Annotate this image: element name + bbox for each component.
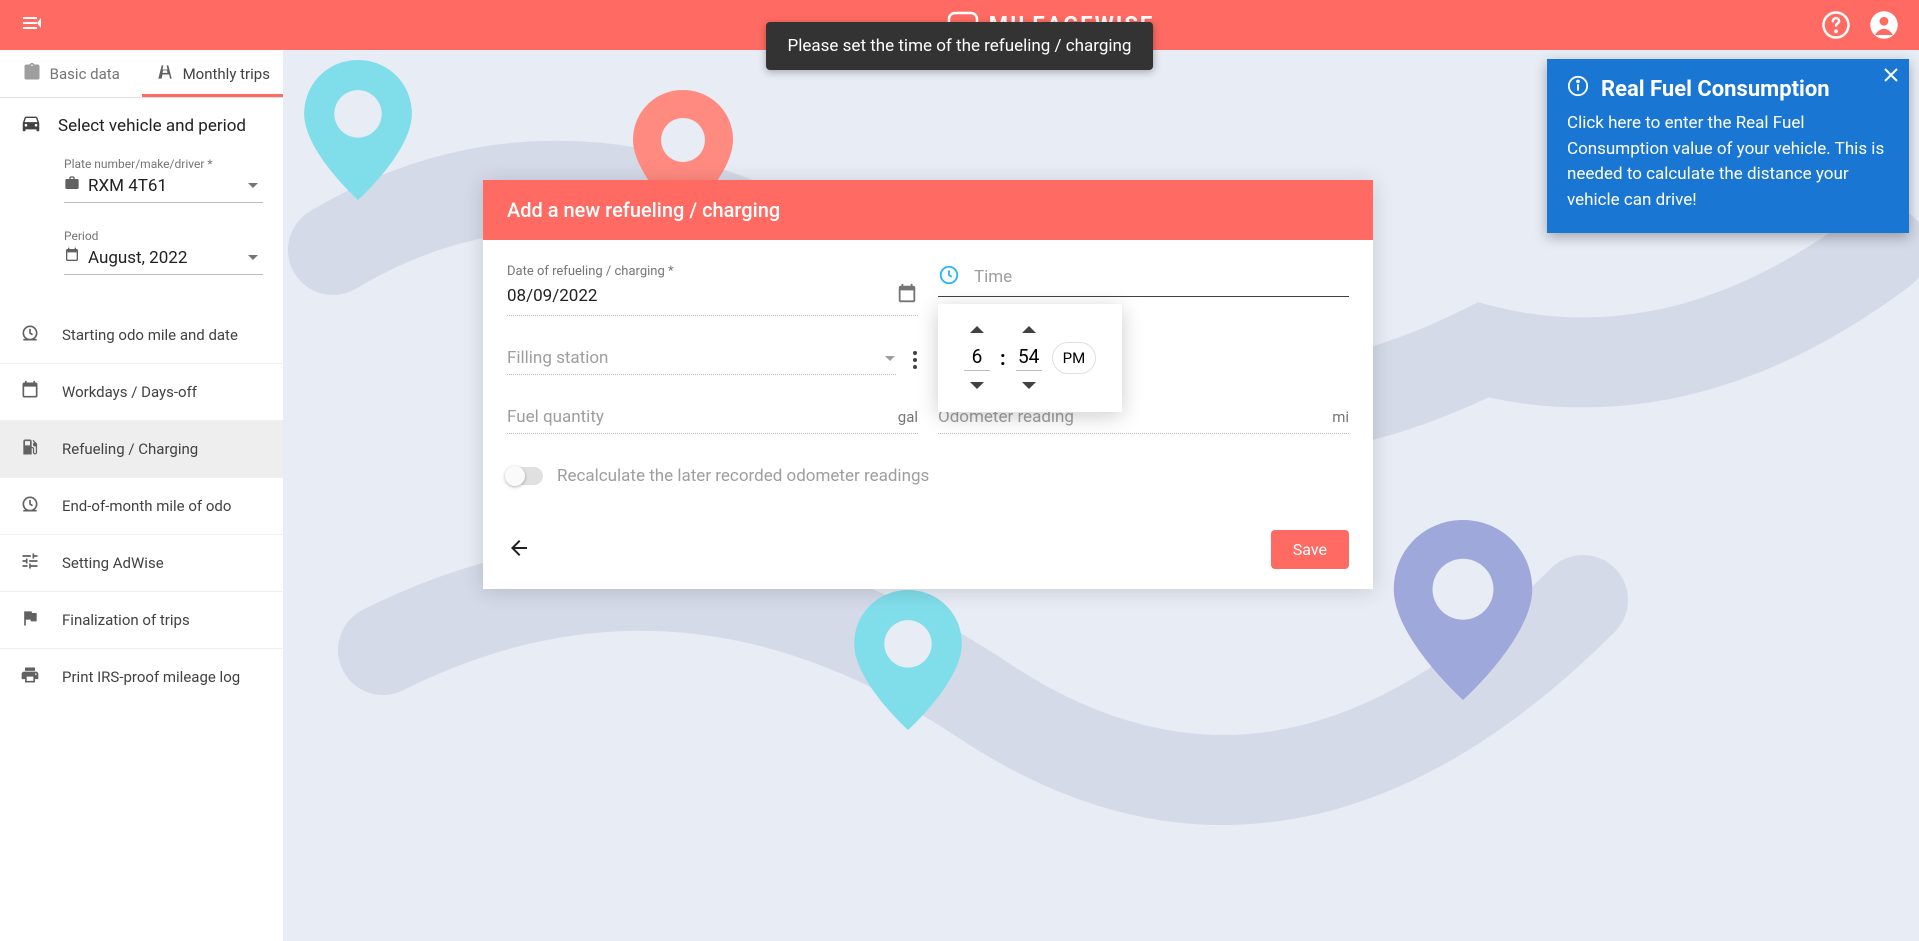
sidebar-item-finalize[interactable]: Finalization of trips: [0, 592, 283, 649]
recalculate-toggle[interactable]: [507, 467, 543, 485]
minute-value[interactable]: 54: [1016, 345, 1042, 371]
account-icon[interactable]: [1869, 10, 1899, 40]
chevron-down-icon: [247, 176, 259, 196]
more-vert-icon[interactable]: [912, 350, 918, 374]
ampm-toggle[interactable]: PM: [1052, 342, 1097, 374]
road-icon: [155, 62, 175, 86]
chevron-down-icon: [247, 248, 259, 268]
refueling-modal: Add a new refueling / charging Date of r…: [483, 180, 1373, 589]
sidebar-item-odo[interactable]: Starting odo mile and date: [0, 307, 283, 364]
period-dropdown[interactable]: August, 2022: [64, 247, 263, 275]
close-icon[interactable]: [1883, 67, 1899, 87]
chevron-down-icon: [884, 349, 896, 368]
back-arrow-icon[interactable]: [507, 536, 531, 564]
sidebar-item-adwise[interactable]: Setting AdWise: [0, 535, 283, 592]
print-icon: [20, 665, 40, 689]
hour-down-icon[interactable]: [968, 377, 986, 396]
time-input[interactable]: Time: [938, 264, 1349, 297]
filling-station-select[interactable]: Filling station: [507, 348, 896, 375]
hour-up-icon[interactable]: [968, 320, 986, 339]
date-input[interactable]: [507, 286, 896, 306]
info-popup-body: Click here to enter the Real Fuel Consum…: [1567, 111, 1889, 213]
save-button[interactable]: Save: [1271, 530, 1349, 569]
toggle-label: Recalculate the later recorded odometer …: [557, 466, 929, 486]
odometer-icon: [20, 323, 40, 347]
menu-collapse-icon[interactable]: [20, 11, 44, 35]
flag-icon: [20, 608, 40, 632]
clock-icon: [938, 264, 960, 290]
sidebar-item-eom[interactable]: End-of-month mile of odo: [0, 478, 283, 535]
time-colon: :: [1000, 346, 1006, 370]
info-popup-title: Real Fuel Consumption: [1601, 77, 1830, 102]
hour-value[interactable]: 6: [964, 345, 990, 371]
minute-down-icon[interactable]: [1020, 377, 1038, 396]
info-popup: Real Fuel Consumption Click here to ente…: [1547, 59, 1909, 233]
calendar-icon: [20, 380, 40, 404]
fuel-qty-input[interactable]: Fuel quantity gal: [507, 407, 918, 434]
briefcase-icon: [64, 175, 80, 196]
info-icon: [1567, 75, 1589, 103]
car-icon: [20, 112, 42, 139]
sidebar-item-workdays[interactable]: Workdays / Days-off: [0, 364, 283, 421]
toast-message: Please set the time of the refueling / c…: [766, 22, 1154, 70]
plate-label: Plate number/make/driver *: [64, 157, 263, 171]
modal-title: Add a new refueling / charging: [483, 180, 1373, 240]
calendar-icon: [64, 247, 80, 268]
sidebar-item-print[interactable]: Print IRS-proof mileage log: [0, 649, 283, 705]
sidebar: Basic data Monthly trips Select vehicle …: [0, 50, 283, 941]
period-label: Period: [64, 229, 263, 243]
section-select-vehicle: Select vehicle and period: [20, 112, 263, 139]
tab-basic-data[interactable]: Basic data: [0, 50, 142, 97]
calendar-icon[interactable]: [896, 283, 918, 309]
help-icon[interactable]: [1821, 10, 1851, 40]
tab-monthly-trips[interactable]: Monthly trips: [142, 50, 284, 97]
fuel-pump-icon: [20, 437, 40, 461]
odometer-end-icon: [20, 494, 40, 518]
plate-dropdown[interactable]: RXM 4T61: [64, 175, 263, 203]
time-picker-popover: 6 : 54 PM: [938, 304, 1122, 412]
date-label: Date of refueling / charging *: [507, 264, 918, 279]
sidebar-item-refueling[interactable]: Refueling / Charging: [0, 421, 283, 478]
sidebar-tabs: Basic data Monthly trips: [0, 50, 283, 98]
tune-icon: [20, 551, 40, 575]
minute-up-icon[interactable]: [1020, 320, 1038, 339]
clipboard-icon: [22, 62, 42, 86]
